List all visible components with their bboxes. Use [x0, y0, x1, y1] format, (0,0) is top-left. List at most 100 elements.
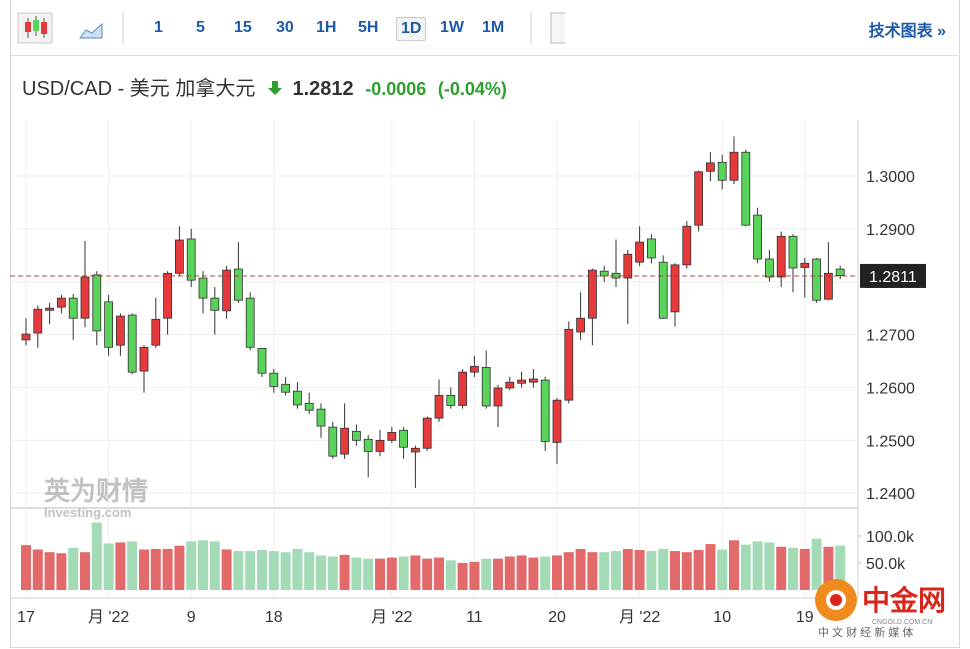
- volume-bar: [670, 551, 680, 590]
- volume-bar: [233, 551, 244, 590]
- widget-frame: [10, 0, 960, 648]
- volume-bar: [729, 540, 739, 590]
- toolbar: 1 5 15 30 1H 5H 1D 1W 1M 技术图表 »: [10, 0, 958, 56]
- logo-url: CNGOLD.COM.CN: [872, 619, 932, 626]
- interval-button[interactable]: 5H: [358, 19, 379, 36]
- volume-bar: [280, 552, 291, 590]
- candle-body: [576, 317, 585, 333]
- candle-body: [800, 262, 810, 268]
- volume-bar: [351, 557, 362, 590]
- candle-body: [446, 395, 456, 406]
- change: -0.0006: [365, 79, 427, 99]
- price: 1.2812: [292, 78, 354, 100]
- volume-bar: [221, 549, 232, 590]
- candle-body: [292, 390, 302, 406]
- interval-button[interactable]: 15: [234, 19, 252, 36]
- volume-bar: [139, 549, 149, 590]
- area-icon[interactable]: [79, 22, 103, 39]
- y-tick-label: 1.3000: [866, 169, 915, 186]
- volume-bar: [245, 551, 256, 590]
- candle-body: [670, 264, 680, 313]
- volume-bar: [44, 552, 55, 590]
- volume-bar: [740, 544, 751, 590]
- candle-body: [269, 372, 279, 387]
- volume-bar: [422, 558, 433, 590]
- candle-body: [304, 402, 314, 411]
- candle-body: [623, 253, 633, 279]
- volume-bar: [327, 556, 338, 590]
- volume-bar: [268, 551, 279, 590]
- volume-bar: [445, 560, 456, 590]
- candle-body: [517, 379, 526, 384]
- interval-button[interactable]: 30: [276, 19, 294, 36]
- candle-body: [257, 347, 267, 374]
- candle-body: [552, 399, 562, 443]
- y-tick-label: 1.2900: [866, 222, 915, 239]
- change-percent: (-0.04%): [437, 79, 507, 99]
- candle-body: [363, 438, 373, 452]
- volume-bar: [80, 552, 90, 590]
- y-tick-label: 1.2600: [866, 380, 915, 397]
- candle-body: [328, 426, 338, 457]
- volume-bar: [646, 551, 657, 590]
- y-tick-label: 1.2500: [866, 433, 915, 450]
- volume-tick-label: 100.0k: [866, 529, 915, 546]
- volume-bar: [434, 557, 444, 590]
- candle-body: [741, 151, 751, 226]
- volume-bar: [599, 552, 610, 590]
- volume-bar: [823, 546, 834, 590]
- candle-body: [706, 162, 715, 172]
- volume-bar: [516, 555, 527, 590]
- volume-bar: [481, 558, 492, 590]
- volume-bar: [811, 538, 822, 590]
- y-tick-label: 1.2700: [866, 328, 915, 345]
- volume-bar: [91, 522, 102, 590]
- interval-button[interactable]: 5: [196, 19, 205, 36]
- candle-body: [458, 371, 468, 406]
- candle-body: [198, 277, 208, 299]
- candle-body: [694, 171, 703, 226]
- volume-bar: [563, 552, 574, 590]
- interval-button[interactable]: 1: [154, 19, 163, 36]
- indicator-icon[interactable]: [550, 12, 565, 44]
- candle-body: [245, 297, 255, 348]
- volume-bar: [292, 548, 303, 590]
- candle-body: [658, 261, 668, 319]
- volume-bar: [540, 556, 551, 590]
- candle-body: [599, 270, 609, 277]
- candle-body: [717, 161, 727, 181]
- candle-body: [186, 238, 196, 281]
- candle-body: [210, 297, 220, 311]
- candle-body: [493, 387, 503, 407]
- candle-body: [68, 297, 78, 319]
- candle-body: [635, 241, 644, 263]
- candle-body: [375, 439, 385, 452]
- candle-body: [481, 366, 491, 407]
- volume-bar: [504, 556, 515, 590]
- candle-body: [174, 239, 184, 274]
- candle-body: [812, 258, 821, 301]
- technical-chart-link[interactable]: 技术图表 »: [868, 23, 946, 40]
- candle-body: [835, 268, 845, 276]
- volume-bar: [717, 549, 728, 590]
- candle-body: [139, 346, 149, 372]
- volume-bar: [752, 541, 763, 590]
- candle-body: [682, 225, 692, 266]
- candle-body: [163, 272, 173, 319]
- x-tick-label: 10: [713, 609, 731, 626]
- volume-bar: [150, 548, 161, 590]
- volume-bar: [398, 556, 409, 590]
- volume-bar: [103, 543, 114, 590]
- candle-body: [340, 427, 350, 455]
- volume-bar: [681, 552, 692, 590]
- interval-button[interactable]: 1M: [482, 19, 505, 36]
- interval-button[interactable]: 1D: [396, 17, 427, 41]
- logo-tagline: 中 文 财 经 新 媒 体: [818, 625, 913, 639]
- layout-icons: [530, 12, 565, 44]
- candle-body: [540, 379, 550, 442]
- volume-bar: [410, 555, 421, 590]
- interval-button[interactable]: 1H: [316, 19, 337, 36]
- volume-bar: [693, 550, 704, 590]
- interval-button[interactable]: 1W: [440, 19, 464, 36]
